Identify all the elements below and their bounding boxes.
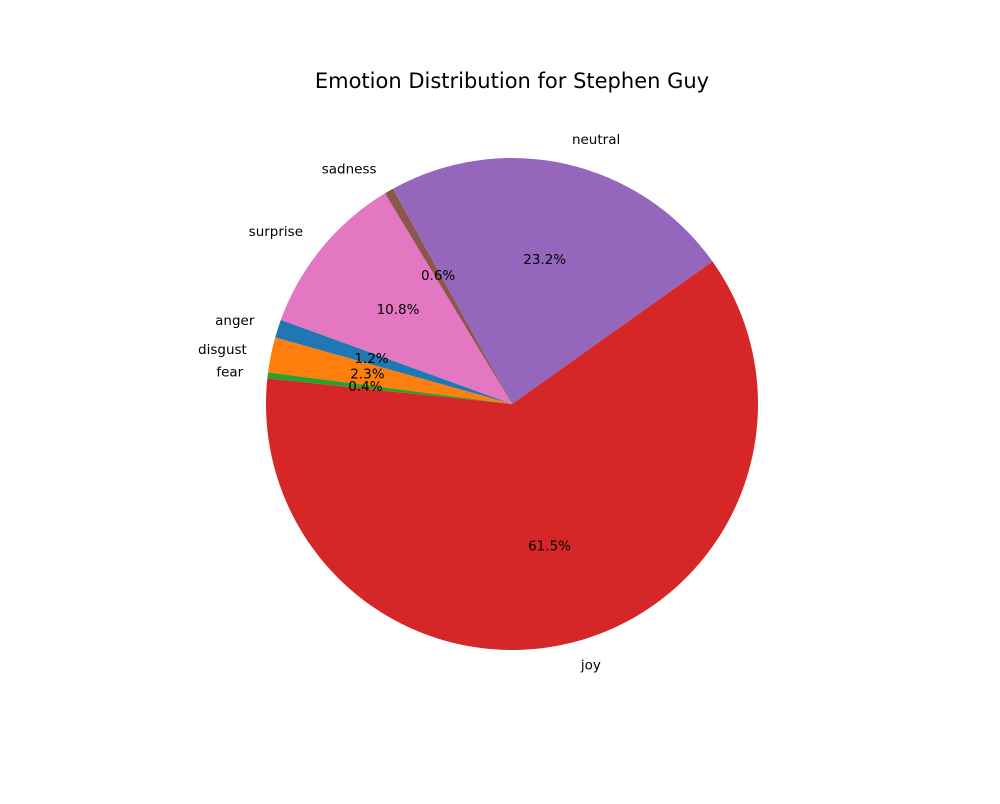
slice-percent-joy: 61.5% bbox=[528, 539, 571, 555]
slice-percent-anger: 1.2% bbox=[354, 351, 388, 367]
pie-slice-sadness bbox=[384, 188, 512, 404]
slice-label-sadness: sadness bbox=[322, 162, 377, 178]
slice-labels: anger disgust fear joy neutral sadness surpris… bbox=[198, 132, 620, 674]
slice-percent-fear: 0.4% bbox=[348, 379, 382, 395]
slice-label-anger: anger bbox=[215, 313, 255, 329]
slice-label-fear: fear bbox=[216, 365, 243, 381]
slice-label-joy: joy bbox=[580, 658, 601, 674]
pie-slice-neutral bbox=[392, 158, 713, 404]
pie-slices bbox=[266, 158, 758, 651]
pie-slice-anger bbox=[275, 319, 512, 404]
slice-label-surprise: surprise bbox=[249, 224, 303, 240]
pie-slice-surprise bbox=[280, 193, 512, 404]
slice-percent-surprise: 10.8% bbox=[377, 302, 420, 318]
chart-title: Emotion Distribution for Stephen Guy bbox=[315, 69, 709, 93]
pie-slice-joy bbox=[266, 261, 758, 651]
slice-percent-disgust: 2.3% bbox=[350, 366, 384, 382]
pie-slice-fear bbox=[267, 372, 512, 404]
pie-slice-disgust bbox=[268, 337, 512, 404]
slice-label-neutral: neutral bbox=[572, 132, 620, 148]
slice-label-disgust: disgust bbox=[198, 342, 247, 358]
slice-percent-sadness: 0.6% bbox=[421, 268, 455, 284]
slice-percent-neutral: 23.2% bbox=[523, 252, 566, 268]
percent-labels: 1.2%2.3%0.4% 61.5% 23.2% 0.6% 10.8% bbox=[348, 252, 571, 555]
